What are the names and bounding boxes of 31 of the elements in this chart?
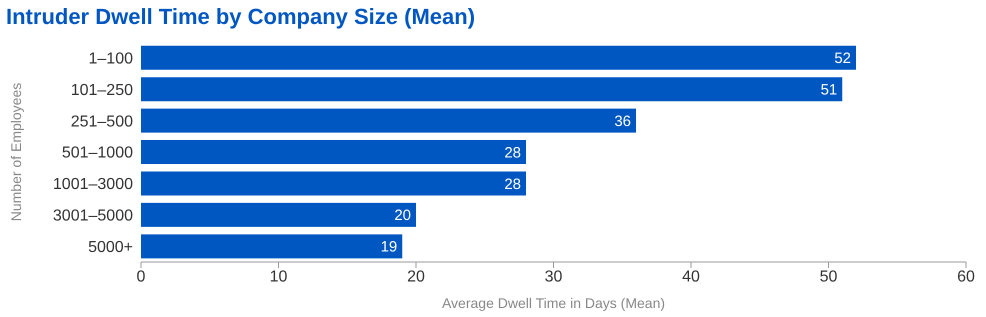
bar: [141, 171, 526, 196]
bar: [141, 108, 636, 133]
bar: [141, 202, 416, 227]
x-tick-label: 30: [544, 268, 562, 286]
x-tick-label: 20: [407, 268, 425, 286]
y-tick-label: 5000+: [88, 238, 133, 256]
data-label: 51: [820, 82, 838, 99]
y-tick-label: 251–500: [70, 113, 134, 130]
x-tick-label: 10: [270, 268, 288, 286]
x-tick-label: 60: [957, 268, 975, 286]
data-label: 28: [504, 176, 521, 193]
bar: [141, 140, 526, 164]
y-tick-label: 1001–3000: [52, 176, 134, 194]
y-tick-label: 101–250: [70, 82, 134, 99]
data-label: 19: [380, 238, 398, 256]
bar: [141, 234, 402, 258]
x-tick-label: 0: [136, 268, 146, 286]
y-axis-title: Number of Employees: [8, 82, 24, 222]
bar: [141, 77, 842, 102]
data-label: 28: [504, 144, 521, 162]
bar: [141, 46, 856, 70]
data-label: 20: [394, 207, 411, 224]
x-axis-title: Average Dwell Time in Days (Mean): [442, 295, 666, 311]
data-label: 36: [614, 112, 631, 130]
x-tick-label: 50: [820, 268, 838, 286]
y-tick-label: 3001–5000: [52, 208, 134, 225]
y-tick-label: 1–100: [88, 50, 134, 68]
y-tick-label: 501–1000: [62, 144, 134, 162]
chart-title: Intruder Dwell Time by Company Size (Mean): [6, 4, 476, 30]
data-label: 52: [834, 50, 851, 68]
x-tick-label: 40: [682, 268, 700, 286]
